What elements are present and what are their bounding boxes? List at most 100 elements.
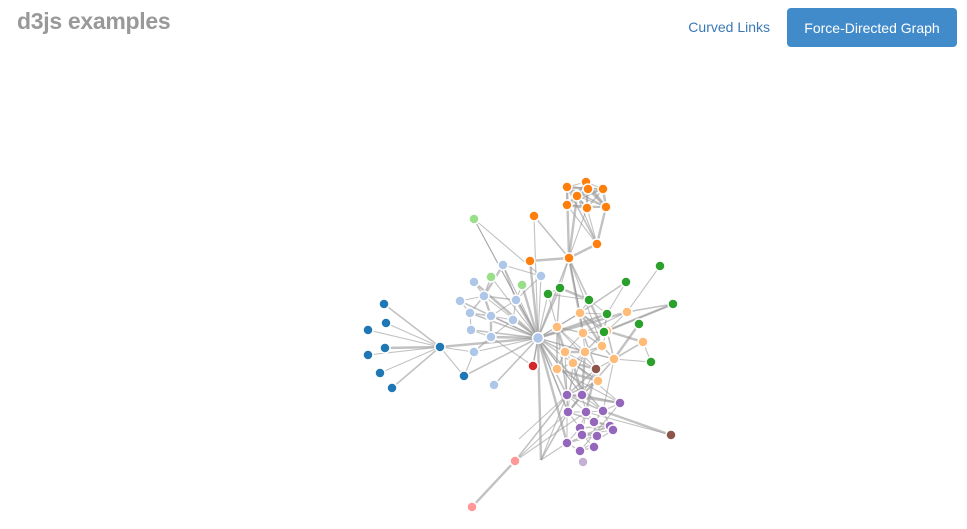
graph-node[interactable]	[620, 276, 632, 288]
graph-node[interactable]	[582, 183, 594, 195]
graph-node[interactable]	[601, 308, 613, 320]
force-directed-graph-button[interactable]: Force-Directed Graph	[787, 8, 957, 47]
graph-node[interactable]	[633, 318, 645, 330]
graph-link	[536, 337, 543, 461]
graph-node[interactable]	[576, 429, 588, 441]
graph-node[interactable]	[551, 321, 563, 333]
graph-link	[606, 281, 627, 315]
graph-node[interactable]	[588, 441, 600, 453]
graph-node[interactable]	[591, 430, 603, 442]
graph-node[interactable]	[465, 324, 477, 336]
graph-node[interactable]	[590, 363, 602, 375]
graph-node[interactable]	[614, 397, 626, 409]
graph-node[interactable]	[667, 298, 679, 310]
graph-node[interactable]	[581, 202, 593, 214]
graph-node[interactable]	[561, 181, 573, 193]
graph-node[interactable]	[524, 255, 536, 267]
graph-node[interactable]	[600, 201, 612, 213]
graph-link	[565, 186, 571, 259]
graph-node[interactable]	[562, 406, 574, 418]
graph-node[interactable]	[374, 367, 386, 379]
graph-node[interactable]	[597, 405, 609, 417]
graph-node[interactable]	[434, 341, 446, 353]
graph-link	[566, 394, 604, 412]
graph-node[interactable]	[379, 342, 391, 354]
graph-node[interactable]	[665, 429, 677, 441]
graph-node[interactable]	[596, 340, 608, 352]
graph-node[interactable]	[571, 190, 583, 202]
graph-link	[568, 207, 588, 259]
graph-node[interactable]	[507, 314, 519, 326]
graph-node[interactable]	[454, 295, 466, 307]
graph-node[interactable]	[464, 307, 476, 319]
graph-link	[520, 284, 540, 339]
brand-title[interactable]: d3js examples	[17, 8, 171, 34]
graph-node[interactable]	[574, 445, 586, 457]
graph-node[interactable]	[654, 260, 666, 272]
graph-node[interactable]	[574, 307, 586, 319]
graph-node[interactable]	[580, 406, 592, 418]
graph-node[interactable]	[577, 456, 589, 468]
graph-node[interactable]	[380, 317, 392, 329]
graph-node[interactable]	[510, 294, 522, 306]
graph-link	[536, 337, 569, 444]
graph-link	[581, 394, 621, 404]
graph-link	[576, 195, 598, 245]
graph-node[interactable]	[468, 213, 480, 225]
graph-node[interactable]	[598, 326, 610, 338]
graph-node[interactable]	[561, 389, 573, 401]
graph-node[interactable]	[577, 327, 589, 339]
graph-node[interactable]	[645, 356, 657, 368]
graph-link	[518, 394, 568, 440]
graph-node[interactable]	[554, 282, 566, 294]
graph-node[interactable]	[485, 331, 497, 343]
graph-node[interactable]	[362, 324, 374, 336]
graph-node[interactable]	[588, 416, 600, 428]
graph-node[interactable]	[607, 424, 619, 436]
graph-node[interactable]	[567, 357, 579, 369]
graph-link	[490, 276, 539, 339]
graph-node[interactable]	[561, 199, 573, 211]
graph-node[interactable]	[468, 346, 480, 358]
graph-node[interactable]	[497, 259, 509, 271]
graph-node[interactable]	[597, 183, 609, 195]
graph-node[interactable]	[591, 238, 603, 250]
graph-link	[463, 337, 539, 377]
graph-node[interactable]	[516, 279, 528, 291]
graph-link	[528, 260, 540, 339]
graph-node[interactable]	[485, 271, 497, 283]
graph-node[interactable]	[542, 288, 554, 300]
graph-node[interactable]	[488, 379, 500, 391]
graph-node[interactable]	[509, 455, 521, 467]
graph-link	[514, 394, 568, 462]
curved-links-link[interactable]: Curved Links	[688, 19, 770, 35]
graph-node[interactable]	[478, 290, 490, 302]
graph-node[interactable]	[378, 298, 390, 310]
graph-node[interactable]	[485, 310, 497, 322]
graph-node[interactable]	[583, 294, 595, 306]
graph-node[interactable]	[579, 346, 591, 358]
graph-node[interactable]	[535, 270, 547, 282]
graph-node[interactable]	[528, 210, 540, 222]
graph-node[interactable]	[559, 346, 571, 358]
graph-node[interactable]	[386, 382, 398, 394]
graph-node[interactable]	[531, 331, 545, 345]
graph-node[interactable]	[576, 389, 588, 401]
graph-node[interactable]	[551, 363, 563, 375]
graph-link	[529, 256, 570, 263]
graph-node[interactable]	[561, 437, 573, 449]
graph-link	[502, 264, 542, 277]
graph-link	[567, 195, 579, 259]
graph-node[interactable]	[621, 306, 633, 318]
graph-node[interactable]	[362, 349, 374, 361]
graph-node[interactable]	[468, 276, 480, 288]
graph-link	[471, 460, 516, 508]
graph-node[interactable]	[458, 370, 470, 382]
graph-node[interactable]	[466, 501, 478, 513]
graph-node[interactable]	[608, 353, 620, 365]
graph-node[interactable]	[563, 252, 575, 264]
graph-node[interactable]	[592, 375, 604, 387]
graph-node[interactable]	[637, 336, 649, 348]
graph-node[interactable]	[527, 360, 539, 372]
